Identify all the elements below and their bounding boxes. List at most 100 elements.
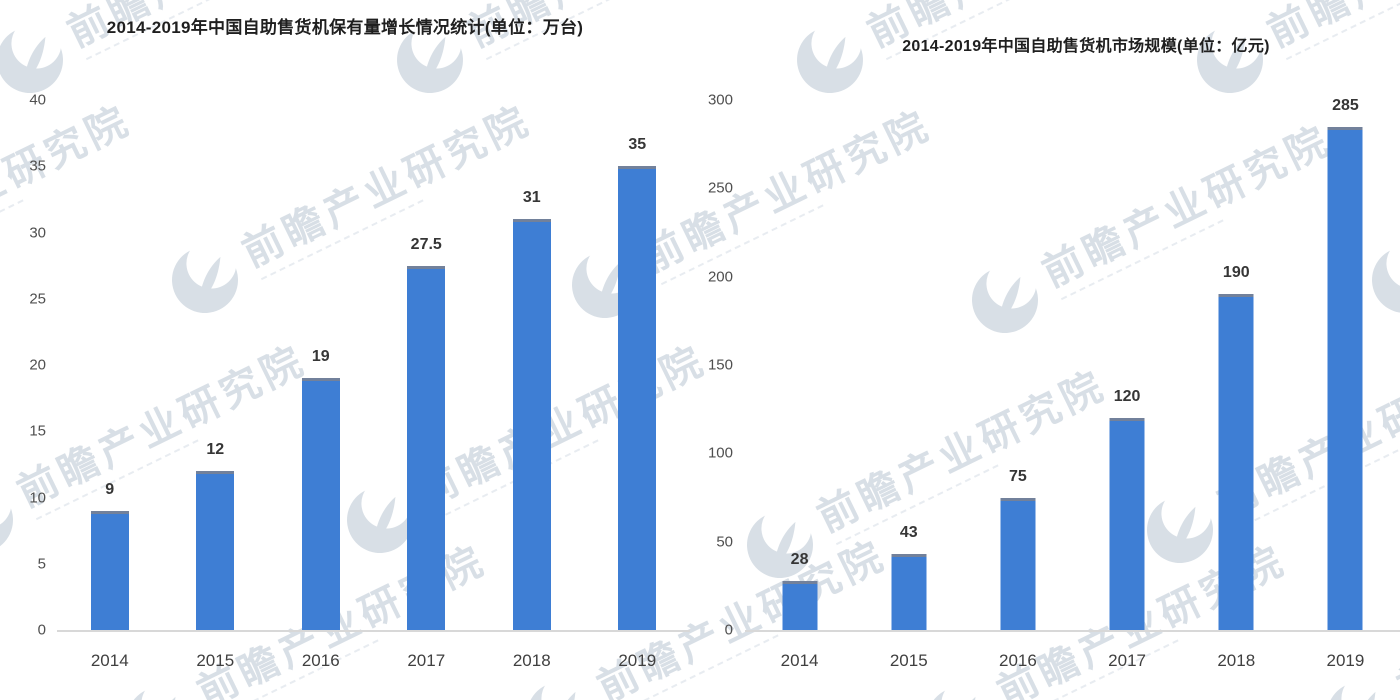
watermark-logo-icon [397, 18, 463, 93]
right-chart-y-axis: 300 250 200 150 100 50 0 [690, 92, 733, 639]
bar-2018 [512, 219, 551, 630]
bar-value-label: 43 [899, 524, 918, 542]
watermark-tile: 前瞻产业研究院 [913, 530, 1301, 700]
right-chart: 2014-2019年中国自助售货机市场规模(单位：亿元) 300 250 200 15… [690, 0, 1400, 700]
x-axis-label: 2015 [196, 651, 235, 670]
bar-group-2017: 120 2017 [1073, 100, 1182, 670]
watermark-logo-icon [1372, 238, 1400, 313]
watermark-tile: 前瞻产业研究院 [1133, 340, 1400, 577]
watermark-tile: 前瞻产业研究院 [1313, 525, 1400, 700]
watermark-tile: 前瞻产业研究院 [783, 0, 1171, 107]
bar-group-2017: 27.5 2017 [374, 100, 480, 670]
y-tick-label: 300 [707, 91, 733, 109]
right-chart-title: 2014-2019年中国自助售货机市场规模(单位：亿元) [902, 38, 1270, 55]
right-chart-plot-area: 28 2014 43 2015 75 2016 120 2017 190 2018 285 2019 [745, 96, 1400, 671]
watermark-logo-icon [527, 673, 593, 700]
bar-2016 [1000, 497, 1036, 630]
x-axis-label: 2014 [90, 651, 129, 670]
bar-group-2016: 75 2016 [963, 100, 1072, 671]
bar-value-label: 27.5 [410, 235, 442, 253]
bar-value-label: 35 [628, 136, 647, 154]
bar-2015 [891, 554, 927, 630]
watermark-tile: 前瞻产业研究院 [113, 530, 501, 700]
x-axis-label: 2019 [618, 651, 657, 670]
watermark-tile: 前瞻产业研究院 [1358, 90, 1400, 327]
bar-value-label: 28 [790, 550, 809, 568]
bar-2019 [1327, 126, 1363, 630]
x-axis-label: 2019 [1326, 651, 1365, 670]
bar-2014 [782, 580, 818, 630]
bar-value-label: 120 [1113, 388, 1141, 405]
bar-group-2015: 12 2015 [163, 100, 269, 670]
bar-value-label: 12 [206, 441, 225, 458]
bar-group-2016: 19 2016 [268, 100, 374, 670]
bar-2017 [407, 265, 446, 630]
y-tick-label: 30 [29, 224, 46, 241]
bar-2015 [196, 471, 235, 630]
y-tick-label: 20 [29, 356, 46, 374]
watermark-logo-icon [927, 678, 993, 700]
bar-value-label: 9 [105, 480, 115, 498]
bar-2014 [90, 510, 129, 630]
y-tick-label: 0 [724, 621, 733, 639]
watermark-tile: 前瞻产业研究院 [1183, 0, 1400, 107]
bar-2018 [1218, 294, 1254, 630]
y-tick-label: 5 [37, 555, 46, 573]
y-tick-label: 0 [37, 621, 46, 639]
watermark-logo-icon [172, 238, 238, 313]
x-axis-label: 2017 [1108, 651, 1147, 670]
y-tick-label: 40 [29, 91, 46, 109]
x-axis-label: 2016 [301, 651, 340, 670]
bar-2019 [618, 166, 657, 630]
watermark-logo-icon [347, 478, 413, 553]
watermark-logo-icon [972, 258, 1038, 333]
y-tick-label: 100 [707, 444, 733, 462]
x-axis-label: 2014 [780, 651, 819, 670]
watermark-logo-icon [127, 678, 193, 700]
bar-group-2018: 31 2018 [479, 100, 585, 670]
watermark-tile: 前瞻产业研究院 [513, 525, 901, 700]
bar-group-2019: 285 2019 [1291, 96, 1400, 671]
watermark-logo-icon [747, 503, 813, 578]
bar-group-2019: 35 2019 [585, 100, 691, 670]
bar-value-label: 285 [1332, 96, 1359, 114]
watermark-logo-icon [1327, 673, 1393, 700]
left-chart: 2014-2019年中国自助售货机保有量增长情况统计(单位：万台) 40 35 30… [0, 0, 690, 700]
bar-group-2015: 43 2015 [854, 100, 963, 670]
y-tick-label: 15 [29, 422, 46, 440]
x-axis-label: 2015 [889, 651, 928, 670]
x-axis-label: 2017 [407, 651, 446, 670]
bar-group-2014: 28 2014 [745, 100, 854, 670]
bar-2017 [1109, 418, 1145, 630]
y-tick-label: 250 [707, 179, 733, 197]
y-tick-label: 10 [29, 489, 46, 506]
watermark-logo-icon [1197, 18, 1263, 93]
y-tick-label: 200 [707, 268, 733, 286]
watermark-logo-icon [797, 18, 863, 93]
y-tick-label: 150 [707, 356, 733, 374]
left-chart-y-axis: 40 35 30 25 20 15 10 5 0 [0, 92, 46, 639]
bar-group-2014: 9 2014 [57, 100, 163, 670]
watermark-logo-icon [0, 18, 63, 93]
watermark-tile: 前瞻产业研究院 [158, 90, 546, 327]
left-chart-plot-area: 9 2014 12 2015 19 2016 27.5 2017 31 2018 35 2019 [57, 100, 691, 670]
x-axis-label: 2018 [1217, 651, 1256, 670]
bar-group-2018: 190 2018 [1182, 100, 1291, 670]
y-tick-label: 35 [29, 157, 46, 175]
watermark-tile: 前瞻产业研究院 [333, 330, 721, 567]
bar-value-label: 19 [311, 348, 330, 366]
watermark-tile: 前瞻产业研究院 [733, 355, 1121, 592]
bar-value-label: 75 [1009, 467, 1027, 485]
bar-2016 [301, 378, 340, 630]
watermark-tile: 前瞻产业研究院 [0, 0, 371, 107]
watermark-tile: 前瞻产业研究院 [958, 110, 1346, 347]
bar-value-label: 190 [1222, 264, 1250, 282]
x-axis-label: 2018 [512, 651, 551, 670]
y-tick-label: 25 [29, 290, 46, 308]
x-axis-label: 2016 [999, 651, 1037, 670]
bar-value-label: 31 [522, 189, 541, 207]
watermark-tile: 前瞻产业研究院 [383, 0, 771, 107]
left-chart-title: 2014-2019年中国自助售货机保有量增长情况统计(单位：万台) [106, 18, 584, 37]
